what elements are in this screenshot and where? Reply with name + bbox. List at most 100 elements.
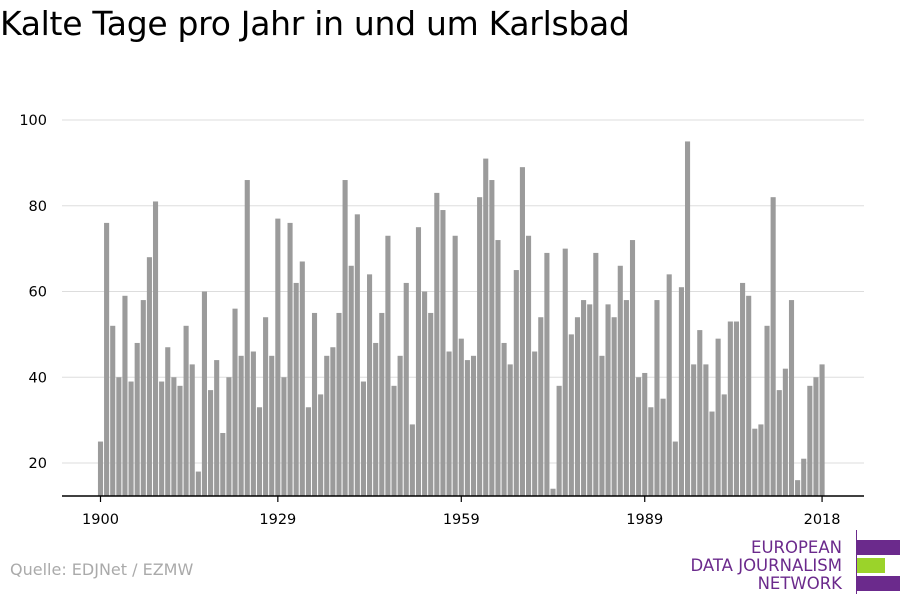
bar-1983: [605, 304, 611, 496]
bar-1917: [201, 291, 207, 496]
bar-1906: [134, 342, 140, 496]
bar-1982: [599, 355, 605, 496]
bar-1902: [110, 325, 116, 496]
bar-1965: [495, 240, 501, 496]
bar-1908: [146, 257, 152, 496]
bar-1997: [691, 364, 697, 496]
bar-2011: [776, 390, 782, 496]
bar-1910: [159, 381, 165, 496]
logo-divider: [856, 530, 857, 594]
bar-2008: [758, 424, 764, 496]
bar-2015: [801, 458, 807, 496]
bars: [97, 141, 825, 497]
bar-1936: [318, 394, 324, 496]
bar-1918: [208, 390, 214, 496]
bar-1939: [336, 312, 342, 496]
bar-1976: [562, 248, 568, 496]
bar-1913: [177, 385, 183, 496]
bar-1990: [648, 407, 654, 496]
bar-1937: [324, 355, 330, 496]
bar-1909: [152, 201, 159, 496]
bar-1928: [269, 355, 275, 496]
y-tick-label: 60: [29, 285, 47, 301]
bar-1914: [183, 325, 189, 496]
bar-1953: [422, 291, 428, 496]
bar-1933: [299, 261, 305, 496]
bar-1915: [189, 364, 195, 496]
bar-2010: [770, 197, 776, 496]
bar-1945: [373, 342, 379, 496]
bar-1987: [629, 240, 636, 496]
x-tick-label: 1929: [259, 512, 296, 528]
bar-2007: [752, 428, 758, 496]
bar-1922: [232, 308, 238, 496]
bar-1969: [519, 167, 525, 496]
bar-1968: [513, 270, 519, 496]
chart-title: Kalte Tage pro Jahr in und um Karlsbad: [0, 4, 630, 43]
bar-1991: [654, 300, 660, 496]
bar-2014: [795, 480, 801, 496]
bar-1911: [165, 347, 171, 496]
bar-1931: [287, 222, 293, 496]
bar-1948: [391, 385, 397, 496]
bar-1935: [311, 312, 318, 496]
bar-2009: [764, 325, 770, 496]
bar-1951: [409, 424, 415, 496]
bar-2013: [788, 300, 795, 496]
bar-1924: [244, 180, 250, 496]
bar-1986: [623, 300, 629, 496]
logo-bar-green: [857, 558, 885, 573]
bar-1955: [434, 192, 440, 496]
y-tick-label: 100: [19, 113, 47, 129]
bar-1916: [195, 471, 201, 496]
bar-2005: [740, 282, 746, 496]
y-tick-label: 40: [29, 370, 47, 386]
bar-2004: [733, 321, 740, 496]
logo-line-3: NETWORK: [757, 574, 842, 593]
bar-2012: [782, 368, 788, 496]
bar-1900: [97, 441, 104, 496]
bar-1989: [642, 372, 648, 496]
bar-1942: [354, 214, 360, 496]
bar-1904: [122, 295, 128, 496]
bar-1979: [581, 300, 587, 496]
logo-bar-purple-top: [857, 540, 900, 555]
bar-1988: [636, 377, 642, 496]
bar-1903: [116, 377, 122, 496]
bar-1949: [397, 355, 403, 496]
bar-1977: [568, 334, 574, 497]
bar-1901: [104, 222, 110, 496]
bar-1994: [672, 441, 678, 496]
source-note: Quelle: EDJNet / EZMW: [10, 560, 194, 579]
bar-1998: [697, 330, 703, 496]
logo-bar-purple-bottom: [857, 576, 900, 591]
bar-1927: [263, 317, 269, 496]
x-tick-label: 1989: [626, 512, 663, 528]
bar-1963: [483, 158, 489, 496]
bar-1981: [593, 252, 599, 496]
bar-1943: [360, 381, 366, 496]
bar-1973: [544, 252, 550, 496]
bar-1950: [403, 282, 409, 496]
bar-1960: [464, 360, 470, 496]
bar-1970: [526, 235, 532, 496]
bar-1944: [367, 274, 373, 496]
bar-2002: [721, 394, 727, 496]
bar-1926: [256, 407, 263, 496]
bar-1978: [574, 317, 581, 496]
bar-1975: [556, 385, 562, 496]
bar-1964: [489, 180, 495, 496]
bar-1952: [415, 227, 422, 496]
bar-1980: [587, 304, 593, 496]
y-tick-label: 80: [29, 199, 47, 215]
bar-1984: [611, 317, 617, 496]
bar-1971: [532, 351, 538, 496]
bar-1962: [477, 197, 483, 496]
bar-1985: [617, 265, 623, 496]
bar-1995: [678, 287, 684, 496]
bar-1999: [703, 364, 709, 496]
bar-1923: [238, 355, 244, 496]
bar-1921: [226, 377, 232, 496]
y-axis-ticks: 20 40 60 80 100: [19, 113, 47, 472]
